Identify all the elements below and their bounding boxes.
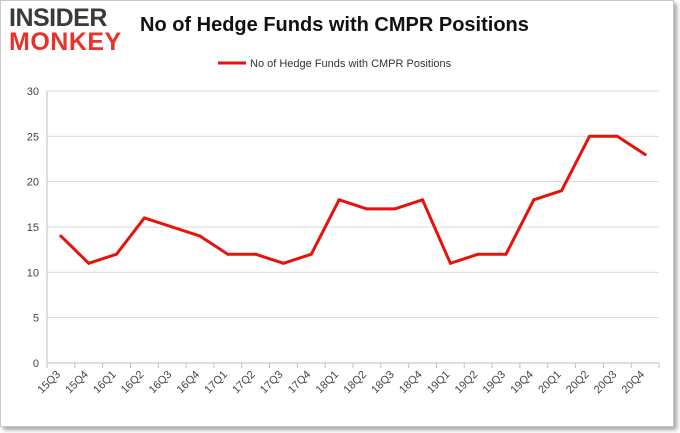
legend-label: No of Hedge Funds with CMPR Positions: [250, 58, 452, 70]
data-point: [615, 134, 619, 138]
data-point: [309, 252, 313, 256]
x-tick-label: 15Q4: [63, 369, 91, 397]
data-point: [365, 207, 369, 211]
x-tick-label: 16Q3: [147, 369, 175, 397]
y-tick-label: 30: [27, 86, 39, 98]
series-line: [59, 134, 647, 265]
data-point: [170, 225, 174, 229]
x-tick-label: 18Q1: [314, 369, 342, 397]
series-layer: [59, 134, 647, 265]
x-tick-label: 20Q4: [620, 369, 648, 397]
x-tick-label: 16Q2: [119, 369, 147, 397]
data-point: [476, 252, 480, 256]
data-point: [254, 252, 258, 256]
x-tick-label: 19Q1: [425, 369, 453, 397]
x-tick-label: 18Q3: [369, 369, 397, 397]
data-point: [532, 198, 536, 202]
data-point: [504, 252, 508, 256]
data-point: [560, 189, 564, 193]
y-axis-ticks: 0 5 10 15 20 25 30: [27, 86, 39, 370]
chart-frame: [0, 0, 674, 427]
data-point: [421, 198, 425, 202]
logo-line-1: INSIDER: [9, 4, 107, 32]
data-point: [643, 152, 647, 156]
insider-monkey-logo: INSIDER MONKEY: [9, 6, 127, 58]
x-tick-label: 19Q4: [508, 369, 536, 397]
data-point: [198, 234, 202, 238]
x-tick-label: 20Q2: [564, 369, 592, 397]
data-point: [142, 216, 146, 220]
x-tick-label: 15Q3: [36, 369, 64, 397]
x-tick-label: 17Q4: [286, 369, 314, 397]
x-tick-label: 16Q4: [175, 369, 203, 397]
y-tick-label: 0: [33, 358, 39, 370]
y-tick-label: 15: [27, 222, 39, 234]
logo-line-2: MONKEY: [9, 28, 122, 56]
x-tick-label: 17Q2: [230, 369, 258, 397]
x-tick-label: 18Q4: [397, 369, 425, 397]
y-tick-label: 5: [33, 313, 39, 325]
y-tick-label: 10: [27, 267, 39, 279]
data-point: [115, 252, 119, 256]
data-point: [226, 252, 230, 256]
legend: No of Hedge Funds with CMPR Positions: [218, 58, 452, 70]
x-tick-label: 19Q2: [453, 369, 481, 397]
x-tick-label: 18Q2: [342, 369, 370, 397]
x-tick-label: 17Q3: [258, 369, 286, 397]
data-point: [587, 134, 591, 138]
y-tick-label: 25: [27, 131, 39, 143]
data-point: [281, 261, 285, 265]
x-tick-label: 17Q1: [202, 369, 230, 397]
data-point: [87, 261, 91, 265]
chart-title: No of Hedge Funds with CMPR Positions: [140, 14, 529, 36]
x-tick-label: 19Q3: [481, 369, 509, 397]
y-tick-label: 20: [27, 177, 39, 189]
x-tick-label: 20Q1: [536, 369, 564, 397]
data-point: [337, 198, 341, 202]
data-point: [59, 234, 63, 238]
x-tick-label: 16Q1: [91, 369, 119, 397]
x-tick-label: 20Q3: [592, 369, 620, 397]
x-axis-ticks: 15Q3 15Q4 16Q1 16Q2 16Q3 16Q4 17Q1 17Q2 17Q3 17Q4…: [36, 363, 660, 397]
data-point: [448, 261, 452, 265]
data-point: [393, 207, 397, 211]
